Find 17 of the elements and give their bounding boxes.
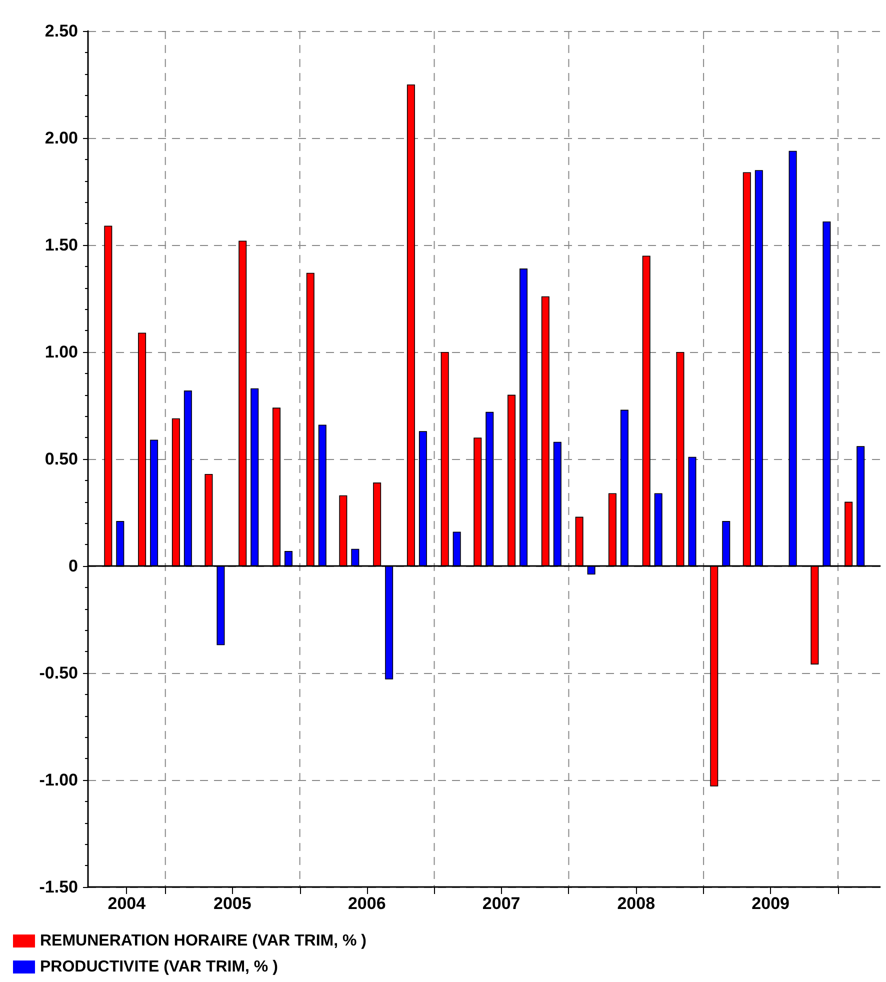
y-tick-label: 1.00: [44, 342, 78, 362]
y-tick-label: 0: [68, 556, 78, 576]
y-tick-label: 1.50: [44, 236, 78, 254]
x-tick-label: 2008: [617, 894, 656, 913]
y-tick-label: -0.50: [39, 664, 78, 682]
x-tick-label: 2009: [752, 894, 790, 913]
y-tick-label: 0.50: [44, 450, 78, 468]
legend-label: REMUNERATION HORAIRE (VAR TRIM, % ): [40, 932, 367, 950]
x-tick-label: 2007: [482, 894, 520, 913]
x-tick-label: 2006: [348, 894, 386, 913]
y-tick-label: 2.00: [44, 128, 78, 148]
y-tick-label: -1.00: [39, 770, 78, 790]
legend-label: PRODUCTIVITE (VAR TRIM, % ): [40, 958, 278, 976]
y-tick-label: -1.50: [39, 878, 78, 896]
x-tick-label: 2005: [213, 894, 252, 913]
x-tick-label: 2004: [108, 894, 146, 913]
y-tick-label: 2.50: [44, 22, 78, 40]
